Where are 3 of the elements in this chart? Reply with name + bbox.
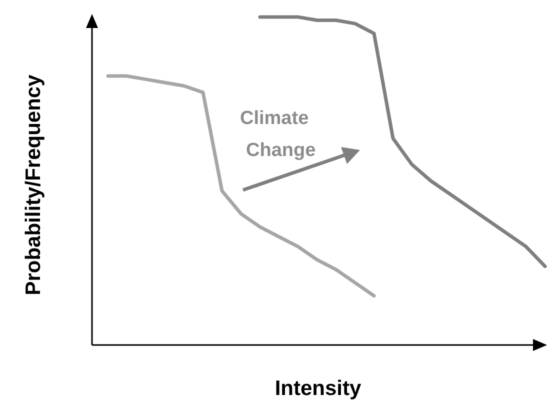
- annotation: Climate Change: [240, 108, 316, 161]
- y-axis-title: Probability/Frequency: [22, 74, 45, 296]
- x-axis-title: Intensity: [274, 377, 362, 400]
